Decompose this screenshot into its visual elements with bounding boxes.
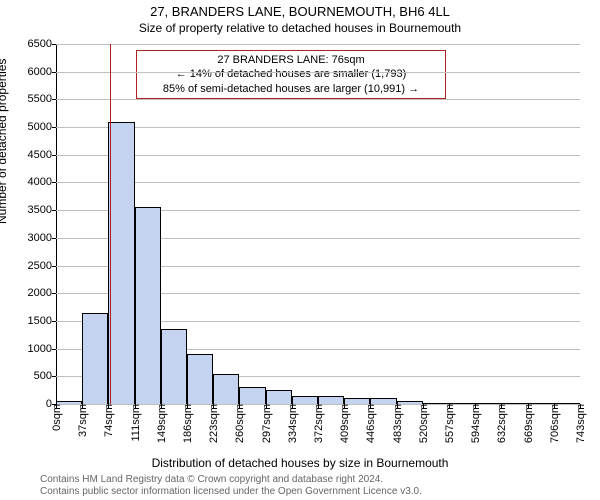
y-axis-line [56,44,57,404]
y-axis-label: Number of detached properties [0,59,9,224]
y-tick-mark [52,72,56,73]
x-tick-label: 297sqm [259,404,273,443]
grid-line [56,155,580,156]
x-tick-label: 372sqm [311,404,325,443]
x-tick-mark [108,404,109,408]
x-tick-label: 409sqm [337,404,351,443]
x-tick-label: 557sqm [442,404,456,443]
x-tick-label: 149sqm [154,404,168,443]
x-tick-label: 669sqm [521,404,535,443]
callout-line3: 85% of semi-detached houses are larger (… [141,82,441,96]
histogram-bar [266,390,292,404]
property-marker-line [110,44,111,404]
y-tick-mark [52,127,56,128]
x-tick-label: 37sqm [75,404,89,437]
y-tick-mark [52,238,56,239]
x-tick-mark [344,404,345,408]
y-tick-mark [52,321,56,322]
y-tick-mark [52,210,56,211]
x-tick-label: 743sqm [573,404,587,443]
x-tick-mark [292,404,293,408]
source-line1: Contains HM Land Registry data © Crown c… [40,474,422,486]
histogram-bar [239,387,265,404]
plot-area: 27 BRANDERS LANE: 76sqm ← 14% of detache… [56,44,580,404]
callout-line2: ← 14% of detached houses are smaller (1,… [141,67,441,81]
y-tick-mark [52,376,56,377]
x-tick-label: 186sqm [180,404,194,443]
histogram-bar [108,122,134,404]
callout-box: 27 BRANDERS LANE: 76sqm ← 14% of detache… [136,50,446,99]
x-tick-mark [187,404,188,408]
x-tick-mark [135,404,136,408]
x-tick-mark [213,404,214,408]
x-tick-label: 0sqm [49,404,63,431]
histogram-bar [397,401,423,404]
chart-subtitle: Size of property relative to detached ho… [0,21,600,37]
y-tick-mark [52,99,56,100]
x-tick-label: 223sqm [206,404,220,443]
y-tick-mark [52,349,56,350]
x-tick-label: 483sqm [390,404,404,443]
x-tick-mark [580,404,581,408]
x-tick-mark [56,404,57,408]
x-tick-mark [528,404,529,408]
x-tick-label: 520sqm [416,404,430,443]
x-tick-mark [370,404,371,408]
x-axis-label: Distribution of detached houses by size … [0,456,600,470]
x-tick-mark [475,404,476,408]
grid-line [56,44,580,45]
histogram-bar [318,396,344,404]
x-tick-mark [554,404,555,408]
y-tick-mark [52,44,56,45]
histogram-bar [135,207,161,404]
y-tick-mark [52,293,56,294]
source-line2: Contains public sector information licen… [40,486,422,498]
x-tick-mark [318,404,319,408]
x-tick-mark [423,404,424,408]
x-tick-label: 632sqm [494,404,508,443]
histogram-bar [370,398,396,404]
histogram-bar [161,329,187,404]
x-tick-label: 706sqm [547,404,561,443]
grid-line [56,182,580,183]
x-tick-mark [266,404,267,408]
x-tick-label: 74sqm [101,404,115,437]
x-tick-mark [397,404,398,408]
x-tick-mark [161,404,162,408]
chart-container: 27, BRANDERS LANE, BOURNEMOUTH, BH6 4LL … [0,0,600,500]
x-tick-mark [501,404,502,408]
x-tick-label: 260sqm [232,404,246,443]
histogram-bar [187,354,213,404]
grid-line [56,72,580,73]
x-tick-mark [449,404,450,408]
y-tick-mark [52,155,56,156]
histogram-bar [344,398,370,404]
x-tick-mark [239,404,240,408]
x-tick-label: 334sqm [285,404,299,443]
chart-title: 27, BRANDERS LANE, BOURNEMOUTH, BH6 4LL [0,0,600,21]
grid-line [56,127,580,128]
x-tick-label: 446sqm [363,404,377,443]
histogram-bar [56,401,82,404]
y-tick-mark [52,266,56,267]
callout-line1: 27 BRANDERS LANE: 76sqm [141,53,441,67]
x-tick-mark [82,404,83,408]
y-tick-mark [52,182,56,183]
x-tick-label: 111sqm [128,404,142,442]
histogram-bar [82,313,108,404]
x-tick-label: 594sqm [468,404,482,443]
grid-line [56,99,580,100]
source-text: Contains HM Land Registry data © Crown c… [40,474,422,498]
histogram-bar [213,374,239,404]
histogram-bar [292,396,318,404]
